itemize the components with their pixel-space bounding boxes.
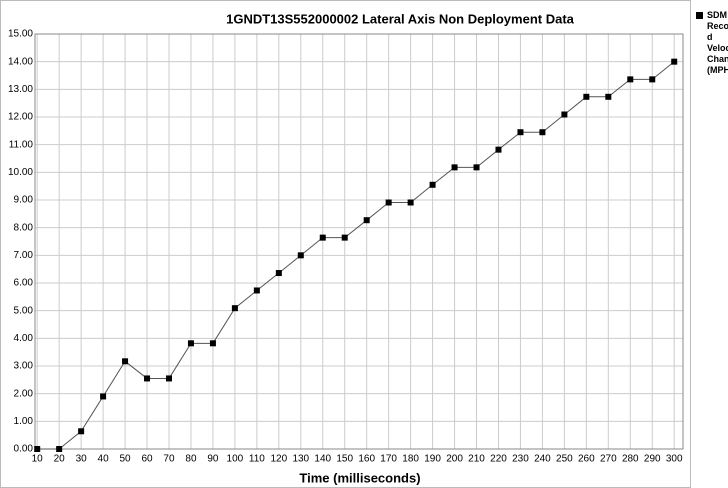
x-tick-label: 150 (336, 454, 353, 465)
point-marker (473, 164, 480, 171)
point-marker (429, 181, 436, 188)
y-tick-label: 7.00 (14, 250, 34, 261)
point-marker (451, 164, 458, 171)
point-marker (605, 93, 612, 100)
point-marker (495, 146, 502, 153)
y-tick-label: 15.00 (8, 29, 33, 40)
y-tick-label: 4.00 (14, 333, 34, 344)
y-tick-label: 11.00 (9, 139, 34, 150)
y-tick-label: 0.00 (14, 444, 34, 455)
x-tick-label: 20 (54, 454, 66, 465)
point-marker (319, 234, 326, 241)
x-tick-label: 190 (424, 454, 441, 465)
point-marker (517, 129, 524, 136)
point-marker (100, 393, 107, 400)
point-marker (363, 217, 370, 224)
x-tick-label: 30 (76, 454, 88, 465)
x-tick-label: 140 (314, 454, 331, 465)
y-tick-label: 8.00 (14, 222, 34, 233)
chart-frame (0, 0, 691, 488)
point-marker (56, 446, 63, 452)
legend-swatch (696, 12, 703, 19)
point-marker (34, 446, 41, 452)
x-tick-label: 270 (600, 454, 617, 465)
x-tick-label: 260 (578, 454, 595, 465)
point-marker (671, 58, 678, 65)
point-marker (253, 287, 260, 294)
point-marker (144, 375, 151, 382)
x-tick-label: 40 (98, 454, 110, 465)
legend-label: SDM Recorded Velocity Change (MPH) (707, 10, 728, 75)
point-marker (231, 305, 238, 312)
y-tick-label: 13.00 (8, 84, 33, 95)
point-marker (165, 375, 172, 382)
x-tick-label: 130 (292, 454, 309, 465)
y-tick-label: 12.00 (8, 112, 33, 123)
point-marker (561, 111, 568, 118)
legend: SDM Recorded Velocity Change (MPH) (696, 10, 728, 76)
x-tick-label: 290 (644, 454, 661, 465)
point-marker (187, 340, 194, 347)
point-marker (209, 340, 216, 347)
x-tick-label: 300 (666, 454, 683, 465)
chart-title: 1GNDT13S552000002 Lateral Axis Non Deplo… (226, 11, 575, 26)
x-tick-label: 170 (380, 454, 397, 465)
x-tick-label: 50 (119, 454, 131, 465)
x-tick-label: 110 (249, 454, 265, 465)
plot-frame (34, 33, 684, 450)
x-tick-label: 200 (446, 454, 463, 465)
x-tick-label: 10 (32, 454, 44, 465)
point-marker (275, 270, 282, 277)
x-tick-label: 240 (534, 454, 551, 465)
y-tick-label: 5.00 (14, 305, 34, 316)
x-tick-label: 280 (622, 454, 639, 465)
y-tick-label: 1.00 (14, 416, 34, 427)
point-marker (385, 199, 392, 206)
x-tick-label: 180 (402, 454, 419, 465)
y-tick-label: 9.00 (14, 195, 34, 206)
y-tick-label: 2.00 (14, 388, 34, 399)
x-tick-label: 210 (468, 454, 485, 465)
point-marker (341, 234, 348, 241)
x-tick-label: 100 (227, 454, 244, 465)
point-marker (649, 76, 656, 83)
x-tick-label: 250 (556, 454, 573, 465)
y-tick-label: 6.00 (14, 278, 34, 289)
x-tick-label: 90 (207, 454, 219, 465)
x-tick-label: 60 (141, 454, 153, 465)
point-marker (627, 76, 634, 83)
series-line (37, 61, 675, 450)
x-axis-label: Time (milliseconds) (299, 470, 420, 485)
x-tick-label: 80 (185, 454, 197, 465)
y-tick-label: 3.00 (14, 361, 34, 372)
y-tick-label: 14.00 (8, 56, 33, 67)
x-tick-label: 120 (270, 454, 287, 465)
point-marker (78, 428, 85, 435)
x-tick-label: 160 (358, 454, 375, 465)
x-tick-label: 220 (490, 454, 507, 465)
point-marker (122, 358, 129, 365)
y-tick-label: 10.00 (8, 167, 33, 178)
x-tick-label: 70 (163, 454, 175, 465)
point-marker (407, 199, 414, 206)
point-marker (583, 93, 590, 100)
point-marker (297, 252, 304, 259)
x-tick-label: 230 (512, 454, 529, 465)
point-marker (539, 129, 546, 136)
